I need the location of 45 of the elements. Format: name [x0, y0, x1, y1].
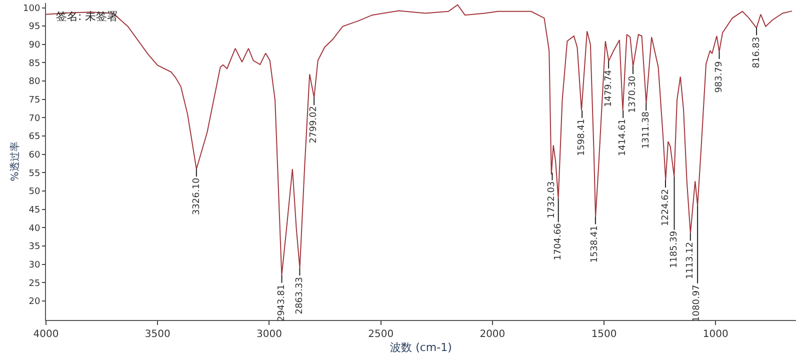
y-tick-label: 40: [28, 224, 40, 234]
y-tick-label: 30: [28, 260, 40, 270]
y-tick-label: 70: [28, 114, 40, 124]
x-tick-label: 4000: [33, 329, 59, 340]
y-tick-label: 85: [28, 58, 40, 69]
annotation: 1185.39: [669, 230, 680, 268]
y-tick-label: 100: [23, 4, 40, 14]
x-axis-title: 波数 (cm-1): [390, 341, 452, 354]
annotation: 1732.03: [546, 181, 557, 219]
y-tick-label: 45: [28, 205, 40, 216]
x-tick-label: 2500: [368, 329, 394, 340]
annotation: 1311.38: [641, 111, 652, 149]
annotation: 2799.02: [308, 106, 319, 144]
annotation: 3326.10: [192, 178, 202, 216]
annotation: 2943.81: [276, 284, 287, 322]
annotation: 1080.97: [692, 284, 702, 322]
y-tick-label: 60: [28, 150, 40, 160]
x-tick-label: 1000: [702, 329, 728, 340]
y-tick-label: 95: [28, 22, 40, 32]
y-tick-label: 80: [28, 77, 40, 88]
annotation: 1704.66: [553, 222, 564, 260]
annotation: 1414.61: [618, 118, 628, 156]
y-tick-label: 20: [28, 297, 40, 308]
y-tick-label: 35: [28, 242, 40, 252]
x-tick-label: 1500: [591, 329, 617, 340]
x-tick-label: 2000: [480, 329, 506, 340]
y-tick-label: 55: [28, 168, 40, 179]
annotation: 2863.33: [295, 277, 306, 314]
y-axis-title: %透过率: [9, 142, 22, 182]
annotation: 816.83: [752, 36, 762, 68]
y-tick-label: 25: [28, 278, 40, 289]
y-tick-label: 50: [28, 187, 40, 198]
annotation: 1113.12: [686, 242, 696, 280]
annotation: 1479.74: [604, 70, 614, 108]
y-tick-label: 90: [28, 40, 40, 51]
y-tick-label: 75: [28, 96, 40, 106]
annotation: 签名: 未签署: [56, 10, 118, 23]
annotation: 1538.41: [590, 225, 600, 263]
annotation: 1224.62: [660, 188, 671, 226]
x-tick-label: 3500: [144, 329, 170, 340]
annotation: 983.79: [714, 61, 725, 93]
annotation: 1598.41: [577, 118, 588, 156]
x-tick-label: 3000: [256, 329, 282, 340]
y-tick-label: 65: [28, 132, 40, 142]
annotation: 1370.30: [628, 76, 638, 113]
